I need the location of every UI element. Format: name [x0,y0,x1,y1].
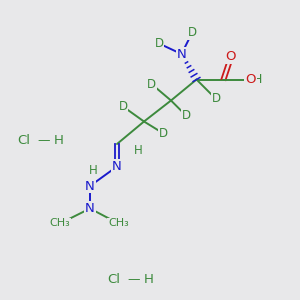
Text: D: D [154,37,164,50]
Text: D: D [118,100,127,113]
Text: O: O [245,73,256,86]
Text: H: H [134,143,142,157]
Text: H: H [54,134,63,148]
Text: O: O [226,50,236,64]
Text: D: D [212,92,220,106]
Text: Cl: Cl [17,134,31,148]
Text: N: N [85,202,95,215]
Text: D: D [147,77,156,91]
Text: H: H [144,273,153,286]
Text: CH₃: CH₃ [108,218,129,229]
Text: Cl: Cl [107,273,121,286]
Text: H: H [253,73,262,86]
Text: N: N [112,160,122,173]
Text: D: D [182,109,190,122]
Text: N: N [85,179,95,193]
Text: CH₃: CH₃ [50,218,70,229]
Text: N: N [177,47,186,61]
Text: —: — [127,273,140,286]
Text: D: D [159,127,168,140]
Text: H: H [88,164,98,178]
Text: —: — [37,134,50,148]
Text: D: D [188,26,196,40]
